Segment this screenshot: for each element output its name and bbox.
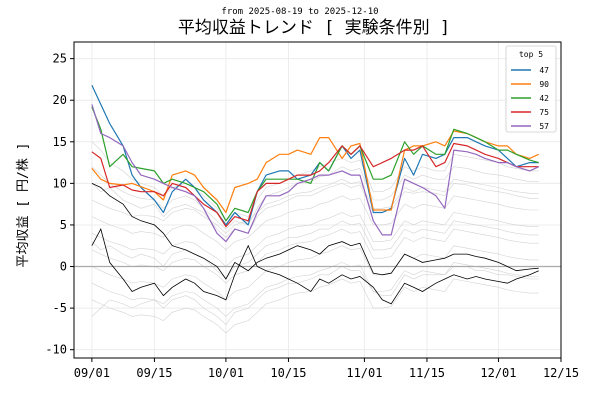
chart-title: 平均収益トレンド [ 実験条件別 ]: [178, 18, 450, 38]
series-line-47: [91, 84, 539, 226]
legend-label-42: 42: [539, 94, 549, 103]
y-tick-label: -5: [53, 301, 67, 315]
background-series-line: [91, 245, 539, 301]
x-tick-label: 09/01: [74, 366, 110, 380]
background-series-line: [91, 278, 539, 334]
chart-subtitle: from 2025-08-19 to 2025-12-10: [221, 7, 378, 17]
y-tick-label: -10: [45, 343, 67, 357]
background-series-line: [91, 220, 539, 280]
legend-label-90: 90: [539, 80, 549, 89]
background-series-line: [91, 178, 539, 234]
y-tick-label: 20: [53, 93, 67, 107]
series-line-75: [91, 142, 539, 228]
series-line-57: [91, 104, 539, 243]
background-series-line: [91, 166, 539, 230]
legend: top 5 47 90 42 75 57: [505, 45, 557, 133]
x-tick-label: 11/01: [346, 366, 382, 380]
x-tick-label: 11/15: [409, 366, 445, 380]
y-tick-label: 15: [53, 135, 67, 149]
reference-lines: [91, 183, 539, 305]
background-series-line: [91, 262, 539, 317]
plot-frame: [73, 41, 562, 359]
legend-title: top 5: [519, 50, 543, 59]
y-tick-label: 5: [60, 218, 67, 232]
y-axis-label: 平均収益 [ 円/株 ]: [16, 143, 31, 268]
background-series-line: [91, 228, 539, 284]
reference-series-line: [91, 228, 539, 305]
legend-box: [505, 45, 557, 133]
legend-label-57: 57: [539, 122, 549, 131]
x-tick-label: 10/01: [208, 366, 244, 380]
reference-series-line: [91, 183, 539, 280]
x-tick-label: 09/15: [136, 366, 172, 380]
x-tick-label: 10/15: [270, 366, 306, 380]
background-series-line: [91, 212, 539, 267]
y-tick-label: 10: [53, 176, 67, 190]
x-axis: 09/01 09/15 10/01 10/15 11/01 11/15 12/01 12/15: [74, 358, 579, 380]
legend-items: 47 90 42 75 57: [511, 66, 549, 131]
series-lines: [91, 84, 539, 243]
y-tick-label: 0: [60, 260, 67, 274]
x-tick-label: 12/01: [480, 366, 516, 380]
y-tick-label: 25: [53, 52, 67, 66]
x-tick-label: 12/15: [543, 366, 579, 380]
y-axis: -10 -5 0 5 10 15 20 25: [45, 52, 74, 357]
legend-label-75: 75: [539, 108, 549, 117]
background-series-line: [91, 183, 539, 238]
legend-label-47: 47: [539, 66, 549, 75]
